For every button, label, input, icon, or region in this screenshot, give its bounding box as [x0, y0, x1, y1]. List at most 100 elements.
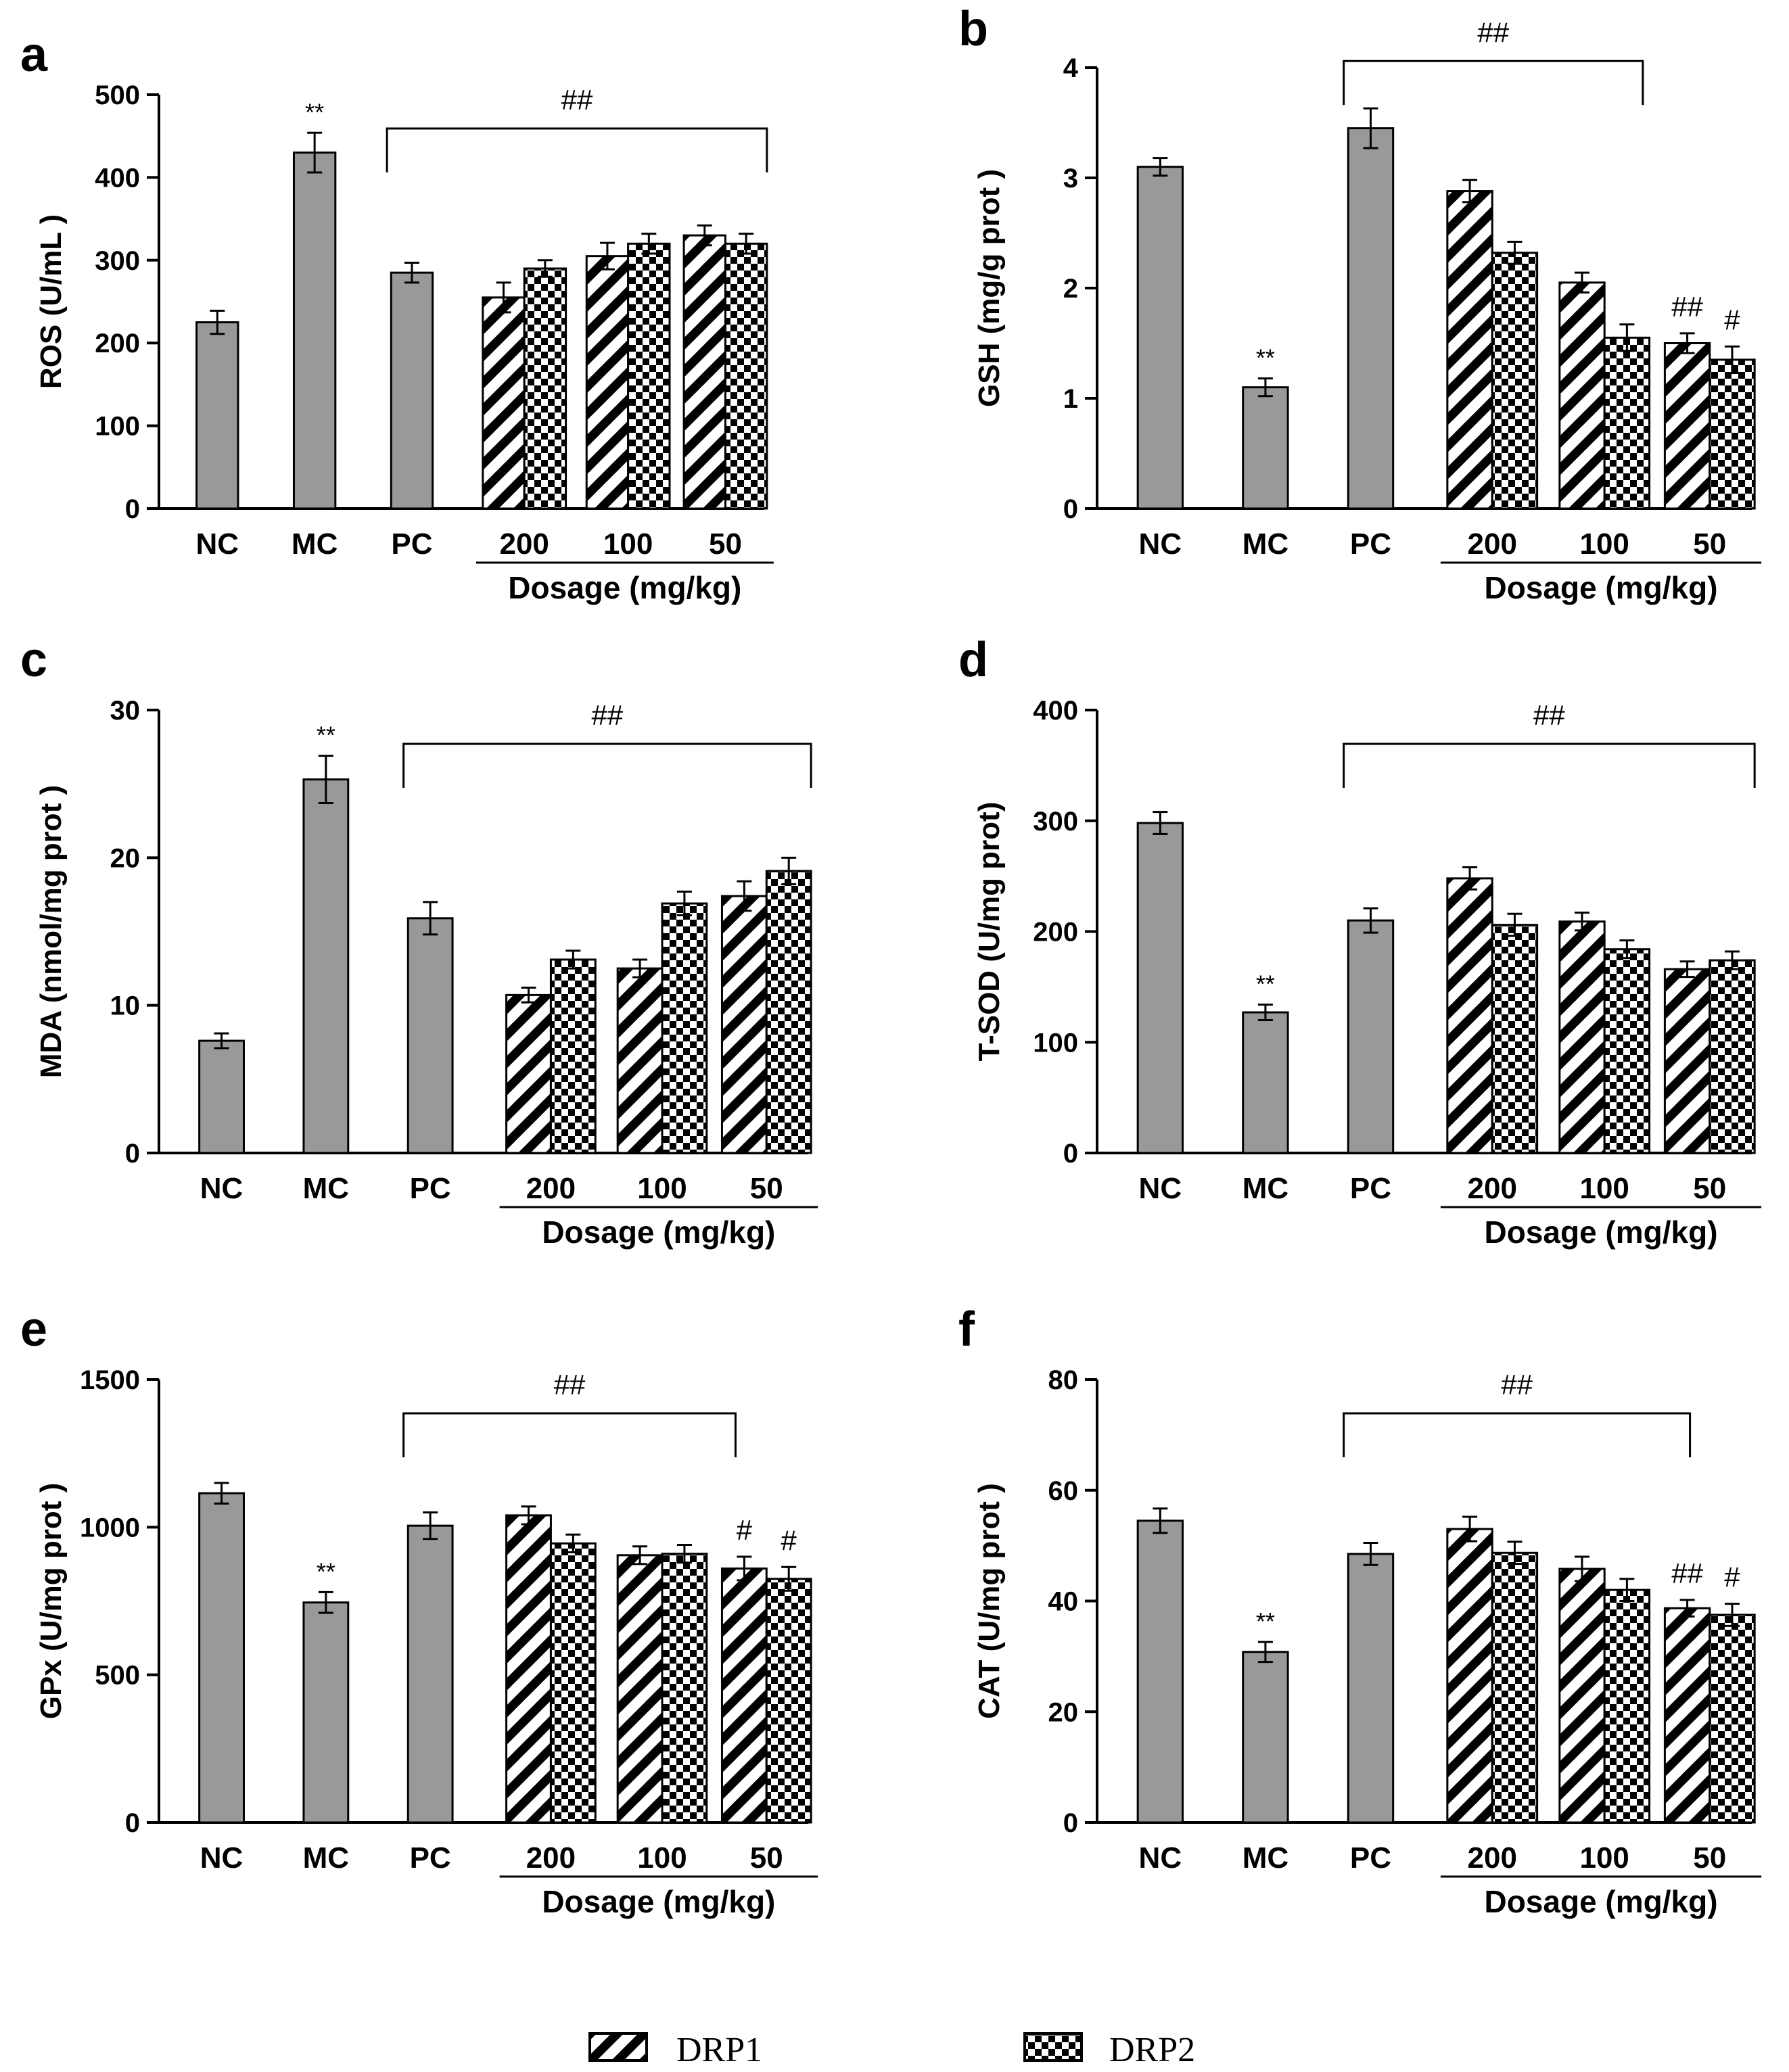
y-tick-label: 0 [125, 494, 140, 524]
dose-significance-mark: # [1724, 304, 1740, 335]
bar-nc [198, 1492, 245, 1824]
dose-label-200: 200 [526, 1172, 576, 1205]
bar-drp2-50 [765, 870, 812, 1154]
category-label-mc: MC [292, 527, 338, 561]
error-bar [737, 880, 752, 912]
error-bar [1619, 323, 1635, 352]
bar-drp1-200 [1446, 190, 1493, 510]
error-bar [423, 1511, 438, 1540]
bracket-label: ## [554, 1369, 586, 1400]
significance-bracket: ## [1343, 16, 1644, 105]
bar-drp2-200 [523, 267, 567, 510]
dose-label-100: 100 [603, 527, 653, 561]
category-label-nc: NC [1139, 527, 1182, 561]
y-tick-label: 100 [1033, 1028, 1078, 1058]
error-bar [1575, 1555, 1590, 1582]
error-bar [1575, 912, 1590, 932]
chart-panel-f: f 0 20 40 60 80 CAT (U/mg prot ) NC ** MC PC 200 100… [958, 1302, 1762, 1919]
legend-label-drp1: DRP1 [676, 2031, 762, 2069]
error-bar [737, 1555, 752, 1582]
error-bar [423, 901, 438, 936]
y-axis-title: CAT (U/mg prot ) [973, 1483, 1006, 1719]
bar-pc [1347, 127, 1395, 510]
y-axis-title: ROS (U/mL ) [34, 214, 68, 389]
dose-significance-mark: ## [1671, 291, 1703, 323]
bar-nc [1136, 166, 1184, 510]
category-label-mc: MC [1242, 1841, 1288, 1875]
bar-drp1-200 [505, 993, 552, 1154]
dose-label-200: 200 [1468, 527, 1517, 561]
bar-mc [302, 778, 350, 1154]
category-label-pc: PC [391, 527, 432, 561]
significance-bracket: ## [402, 699, 812, 788]
error-bar [1507, 241, 1523, 265]
error-bar [307, 131, 323, 174]
y-tick-label: 500 [95, 1661, 140, 1691]
category-label-nc: NC [196, 527, 239, 561]
panel-letter-e: e [20, 1302, 47, 1357]
bar-drp2-50 [765, 1578, 812, 1824]
error-bar [641, 233, 657, 255]
error-bar [697, 224, 712, 247]
y-tick-label: 100 [95, 412, 140, 442]
error-bar [1679, 1599, 1695, 1618]
dose-label-200: 200 [1468, 1172, 1517, 1205]
bar-pc [406, 1524, 454, 1824]
bar-drp2-50 [1709, 358, 1756, 510]
y-tick-label: 500 [95, 80, 140, 110]
error-bar [537, 259, 553, 278]
bar-pc [1347, 919, 1395, 1154]
chart-panel-a: a 0 100 200 300 400 500 ROS (U/mL ) NC ** MC PC 200 1… [20, 28, 774, 605]
bracket-label: ## [1477, 16, 1509, 48]
significance-bracket: ## [402, 1369, 737, 1457]
dose-label-100: 100 [1579, 1172, 1629, 1205]
panel-letter-b: b [958, 2, 988, 56]
y-tick-label: 0 [1063, 494, 1078, 524]
bracket-label: ## [561, 84, 593, 116]
bar-drp2-100 [661, 1553, 708, 1824]
error-bar [1575, 271, 1590, 294]
bar-mc [1242, 386, 1289, 510]
bar-drp2-200 [549, 958, 597, 1154]
y-tick-label: 1 [1063, 384, 1078, 414]
bar-mc [1242, 1651, 1289, 1824]
y-tick-label: 20 [1048, 1697, 1079, 1727]
y-tick-label: 300 [1033, 807, 1078, 837]
y-tick-label: 0 [1063, 1139, 1078, 1169]
y-axis-title: GPx (U/mg prot ) [34, 1483, 68, 1720]
panel-letter-c: c [20, 633, 47, 687]
category-label-mc: MC [303, 1841, 349, 1875]
x-axis-title: Dosage (mg/kg) [542, 1215, 775, 1250]
error-bar [318, 1591, 333, 1614]
dose-significance-mark: # [737, 1514, 753, 1546]
x-axis-title: Dosage (mg/kg) [1484, 1884, 1717, 1919]
bar-drp2-100 [1603, 948, 1651, 1154]
dose-label-100: 100 [1579, 1841, 1629, 1875]
bar-drp1-50 [720, 1567, 768, 1824]
bar-pc [1347, 1553, 1395, 1824]
category-label-nc: NC [200, 1172, 243, 1205]
x-axis-title: Dosage (mg/kg) [1484, 1215, 1717, 1250]
error-bar [1153, 1507, 1168, 1534]
bracket-label: ## [1533, 699, 1565, 731]
y-tick-label: 3 [1063, 164, 1078, 193]
dose-label-50: 50 [1693, 1841, 1726, 1875]
y-tick-label: 300 [95, 246, 140, 276]
y-tick-label: 0 [125, 1139, 140, 1169]
category-label-pc: PC [1350, 527, 1391, 561]
category-label-nc: NC [200, 1841, 243, 1875]
error-bar [781, 856, 797, 886]
bar-drp1-100 [616, 967, 664, 1154]
chart-panel-b: b 0 1 2 3 4 GSH (mg/g prot ) NC ** MC PC 200 100 50 Do… [958, 2, 1762, 605]
error-bar [1679, 960, 1695, 979]
bar-drp2-100 [1603, 1588, 1651, 1824]
error-bar [632, 958, 648, 979]
dose-label-200: 200 [1468, 1841, 1517, 1875]
significance-bracket: ## [1343, 699, 1756, 788]
error-bar [214, 1482, 229, 1505]
error-bar [1462, 1515, 1478, 1543]
error-bar [1507, 1540, 1523, 1565]
bar-drp1-50 [1663, 342, 1711, 510]
dose-significance-mark: ## [1671, 1557, 1703, 1589]
